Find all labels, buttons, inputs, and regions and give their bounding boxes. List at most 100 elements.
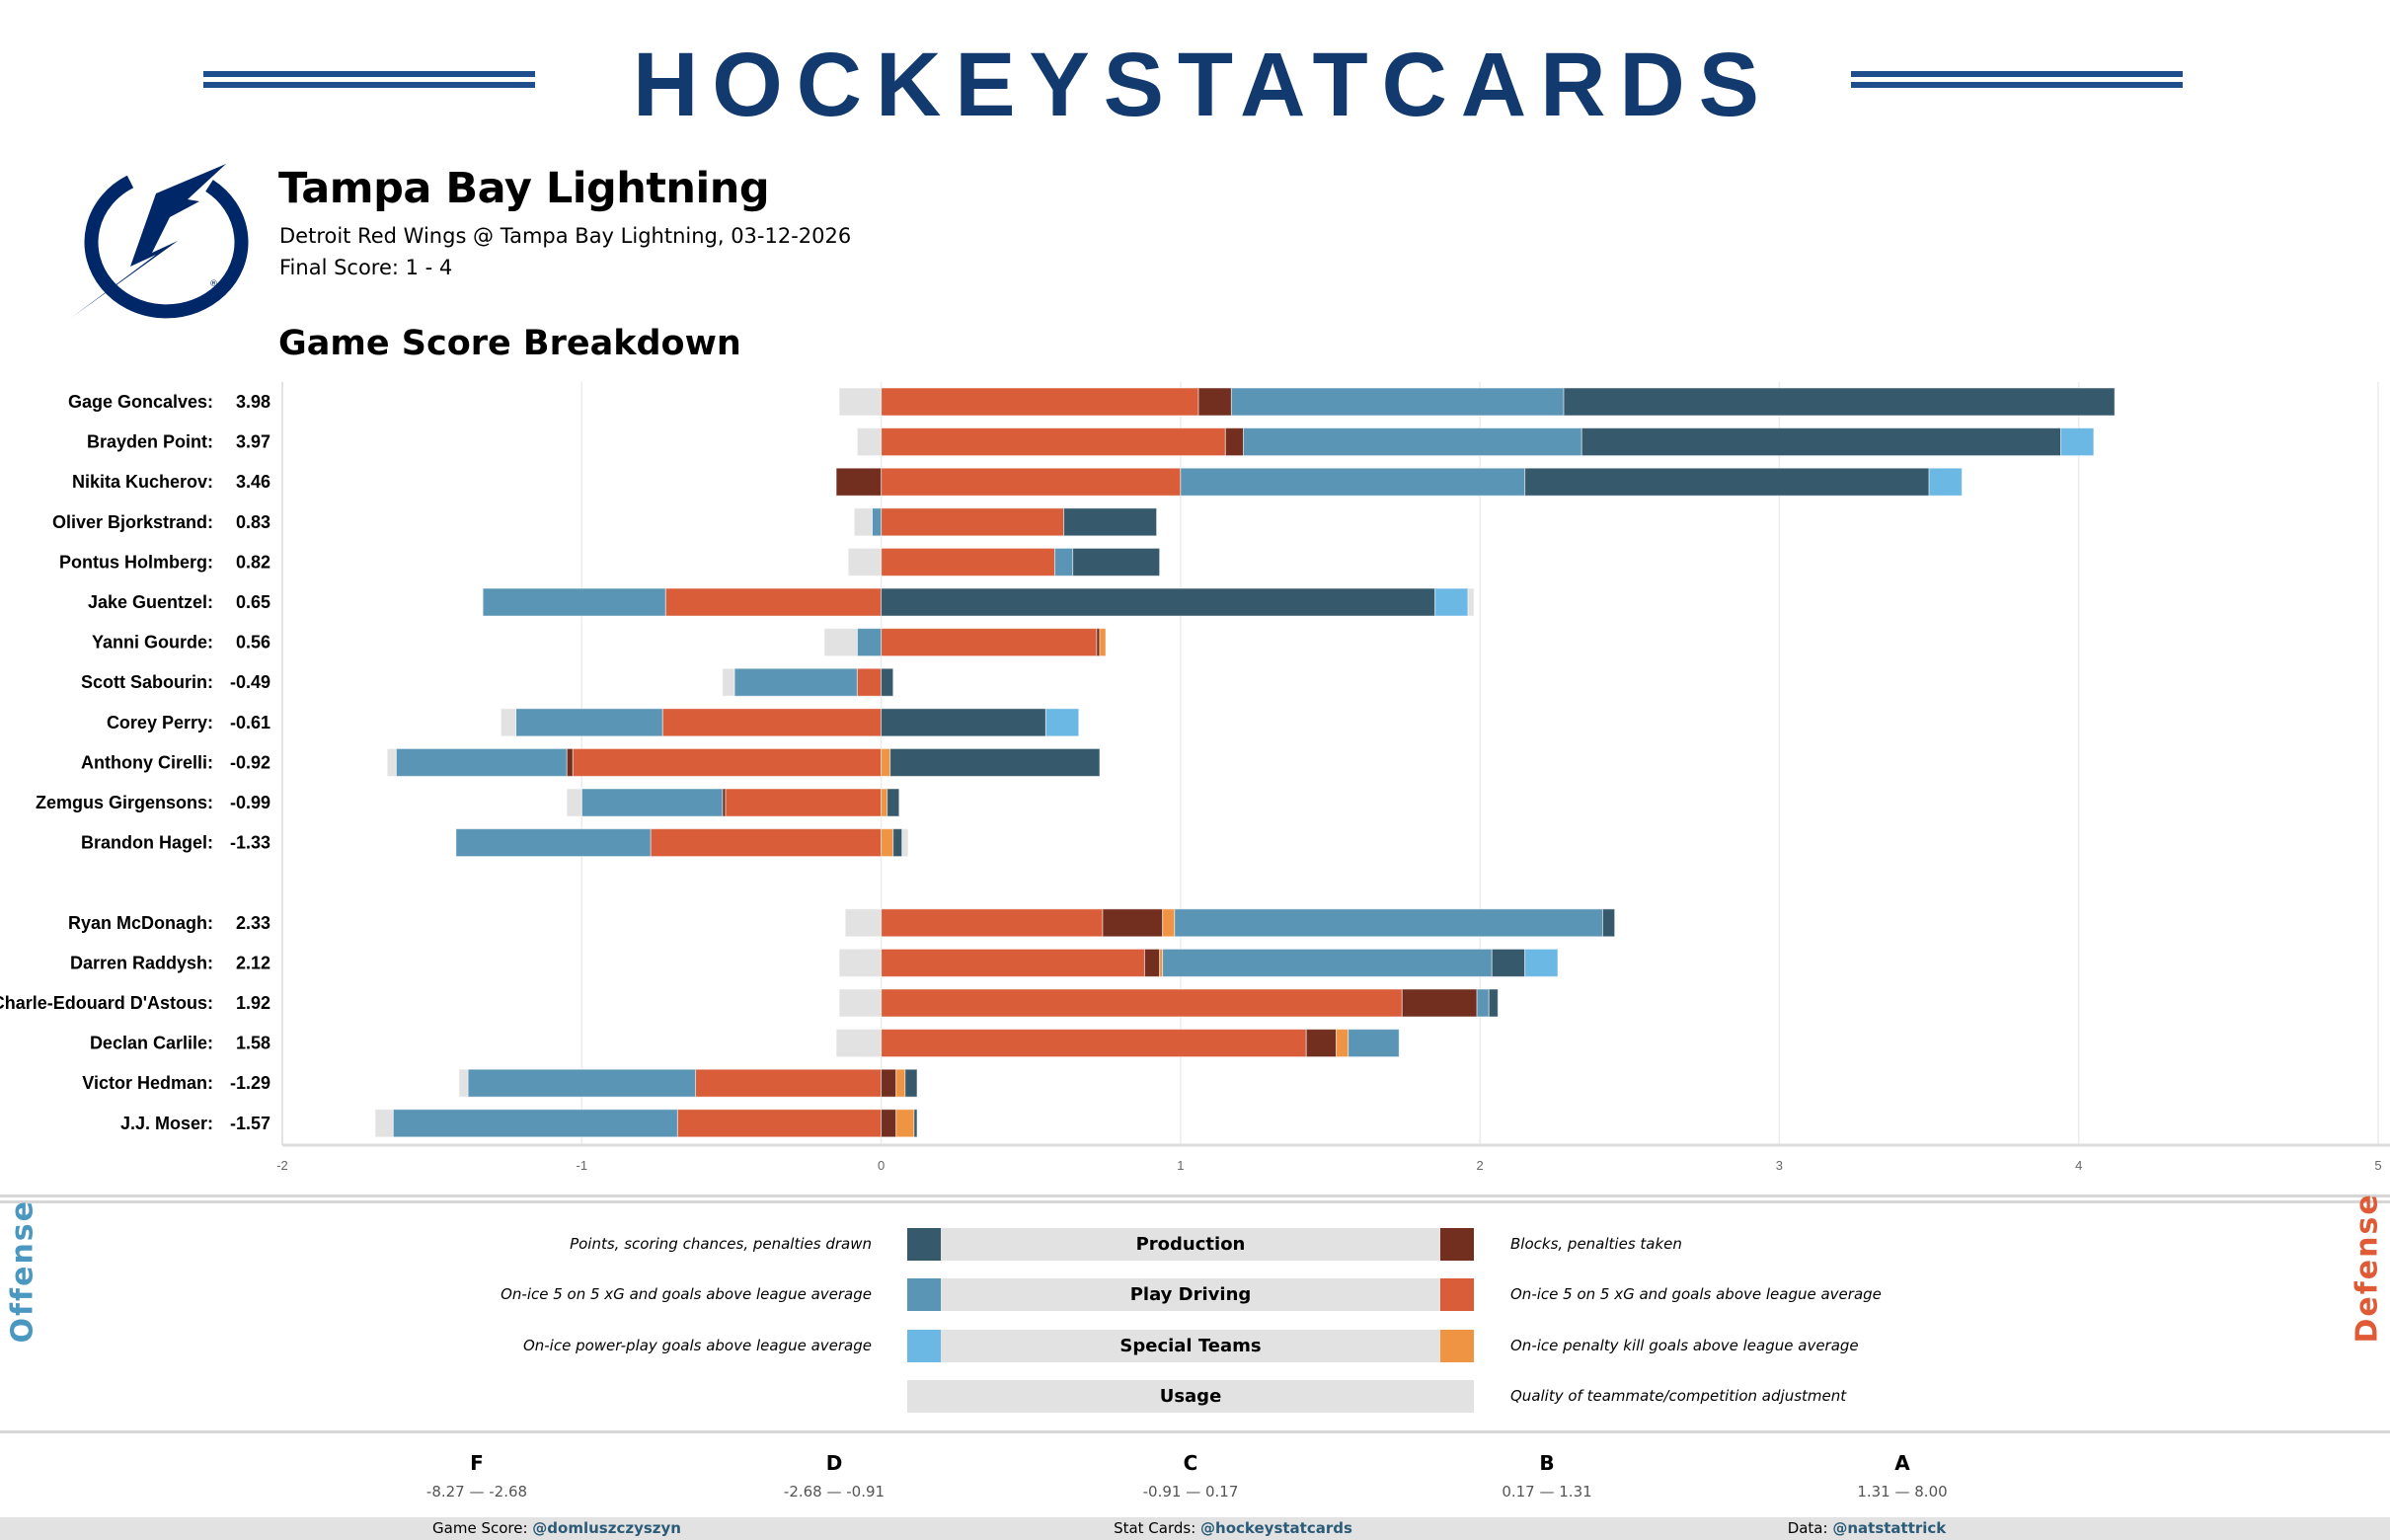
player-name: Oliver Bjorkstrand:	[52, 512, 213, 532]
grade-a: A 1.31 — 8.00	[1804, 1451, 2001, 1501]
data-handle-link[interactable]: @natstattrick	[1832, 1519, 1947, 1537]
bar-segment-def-production	[1401, 988, 1478, 1018]
player-name: Charle-Edouard D'Astous:	[0, 993, 213, 1013]
legend-defense-production-desc: Blocks, penalties taken	[1510, 1235, 1682, 1253]
bar-segment-off-play-driving	[1348, 1029, 1400, 1058]
grade-letter: C	[1183, 1451, 1198, 1475]
divider-top-2	[0, 1200, 2390, 1203]
bar-segment-def-play-driving	[650, 828, 883, 858]
x-tick-label: 4	[2075, 1158, 2082, 1173]
bar-segment-usage	[566, 788, 582, 817]
player-name: J.J. Moser:	[120, 1114, 213, 1133]
bar-segment-def-play-driving	[881, 948, 1145, 977]
bar-segment-usage	[1467, 587, 1475, 617]
header-rule-right-bottom	[1851, 82, 2183, 88]
bar-segment-def-special-teams	[895, 1109, 915, 1138]
bars	[374, 387, 2116, 1138]
offense-play-driving-swatch	[907, 1278, 941, 1311]
bar-segment-def-play-driving	[572, 747, 883, 777]
bar-segment-off-play-driving	[1180, 467, 1526, 497]
brand-title: HOCKEYSTATCARDS	[633, 35, 1759, 128]
player-name: Nikita Kucherov:	[72, 472, 213, 492]
bar-segment-off-play-driving	[1053, 547, 1074, 577]
bar-segment-def-production	[1224, 427, 1245, 457]
bar-segment-usage	[500, 708, 517, 737]
header-rule-left-bottom	[203, 82, 535, 88]
bar-segment-usage	[374, 1109, 394, 1138]
game-score-handle-link[interactable]: @domluszczyszyn	[532, 1519, 681, 1537]
bar-segment-off-special-teams	[1928, 467, 1963, 497]
bar-segment-off-production	[881, 587, 1436, 617]
bar-segment-def-play-driving	[725, 788, 883, 817]
bar-segment-def-production	[1143, 948, 1161, 977]
grade-range: 0.17 — 1.31	[1502, 1483, 1592, 1501]
footer-game-score-credit: Game Score: @domluszczyszyn	[261, 1519, 853, 1537]
offense-label: Offense	[5, 1198, 40, 1344]
player-game-score: 3.98	[236, 392, 270, 412]
bar-segment-off-production	[1563, 387, 2116, 417]
footer: Game Score: @domluszczyszyn Stat Cards: …	[0, 1517, 2390, 1540]
bar-segment-def-production	[1197, 387, 1232, 417]
bar-segment-off-play-driving	[515, 708, 663, 737]
bar-segment-off-production	[904, 1068, 918, 1098]
stat-cards-handle-link[interactable]: @hockeystatcards	[1200, 1519, 1352, 1537]
x-tick-label: 5	[2374, 1158, 2381, 1173]
player-name: Jake Guentzel:	[88, 592, 213, 612]
x-axis: -2 -1 0 1 2 3 4 5	[276, 1143, 2390, 1173]
bar-segment-def-play-driving	[856, 667, 883, 697]
section-title: Game Score Breakdown	[278, 324, 741, 363]
bar-segment-def-play-driving	[881, 467, 1182, 497]
bar-segment-def-production	[566, 747, 574, 777]
bar-segment-usage	[856, 427, 883, 457]
legend-usage-desc: Quality of teammate/competition adjustme…	[1510, 1387, 1847, 1405]
player-name: Brandon Hagel:	[81, 833, 213, 853]
bar-segment-off-special-teams	[1434, 587, 1469, 617]
player-game-score: -0.61	[230, 713, 270, 732]
bar-segment-usage	[847, 547, 883, 577]
bar-segment-def-special-teams	[881, 828, 894, 858]
footer-label: Game Score:	[432, 1519, 528, 1537]
bar-segment-def-production	[1305, 1029, 1338, 1058]
bar-segment-def-play-driving	[695, 1068, 883, 1098]
legend-defense-play-driving-desc: On-ice 5 on 5 xG and goals above league …	[1510, 1285, 1882, 1303]
bar-segment-def-special-teams	[895, 1068, 906, 1098]
bar-segment-off-play-driving	[395, 747, 568, 777]
player-game-score: 0.83	[236, 512, 270, 532]
bar-segment-def-play-driving	[881, 547, 1055, 577]
bar-segment-off-production	[1601, 908, 1616, 938]
grade-c: C -0.91 — 0.17	[1092, 1451, 1289, 1501]
bar-segment-off-special-teams	[1524, 948, 1559, 977]
footer-label: Stat Cards:	[1114, 1519, 1196, 1537]
grade-range: 1.31 — 8.00	[1857, 1483, 1948, 1501]
grade-range: -8.27 — -2.68	[425, 1483, 528, 1501]
bar-segment-off-play-driving	[1162, 948, 1493, 977]
bar-segment-off-production	[1488, 988, 1499, 1018]
bar-segment-def-play-driving	[676, 1109, 883, 1138]
bar-segment-def-production	[1102, 908, 1164, 938]
defense-special-teams-swatch	[1440, 1330, 1474, 1362]
x-tick-label: 2	[1477, 1158, 1484, 1173]
bar-segment-def-play-driving	[881, 908, 1104, 938]
legend-production-label: Production	[1135, 1234, 1246, 1255]
bar-segment-off-production	[1580, 427, 2062, 457]
game-matchup: Detroit Red Wings @ Tampa Bay Lightning,…	[279, 224, 852, 248]
bar-segment-usage	[844, 908, 883, 938]
final-score: Final Score: 1 - 4	[279, 256, 453, 279]
divider-top-1	[0, 1194, 2390, 1197]
grade-range: -2.68 — -0.91	[783, 1483, 886, 1501]
bar-segment-def-play-driving	[664, 587, 883, 617]
bar-segment-usage	[386, 747, 397, 777]
header-rule-right-top	[1851, 71, 2183, 77]
defense-label: Defense	[2350, 1193, 2385, 1344]
legend-special-teams: Special Teams	[907, 1330, 1474, 1362]
grade-d: D -2.68 — -0.91	[735, 1451, 933, 1501]
player-game-score: -1.33	[230, 833, 270, 853]
bar-segment-def-play-driving	[881, 387, 1199, 417]
bar-segment-off-play-driving	[1476, 988, 1490, 1018]
player-name: Brayden Point:	[87, 432, 213, 452]
bar-segment-off-play-driving	[392, 1109, 678, 1138]
x-tick-label: 1	[1177, 1158, 1184, 1173]
player-name: Gage Goncalves:	[68, 392, 213, 412]
defense-production-swatch	[1440, 1228, 1474, 1261]
bar-segment-off-production	[881, 708, 1046, 737]
